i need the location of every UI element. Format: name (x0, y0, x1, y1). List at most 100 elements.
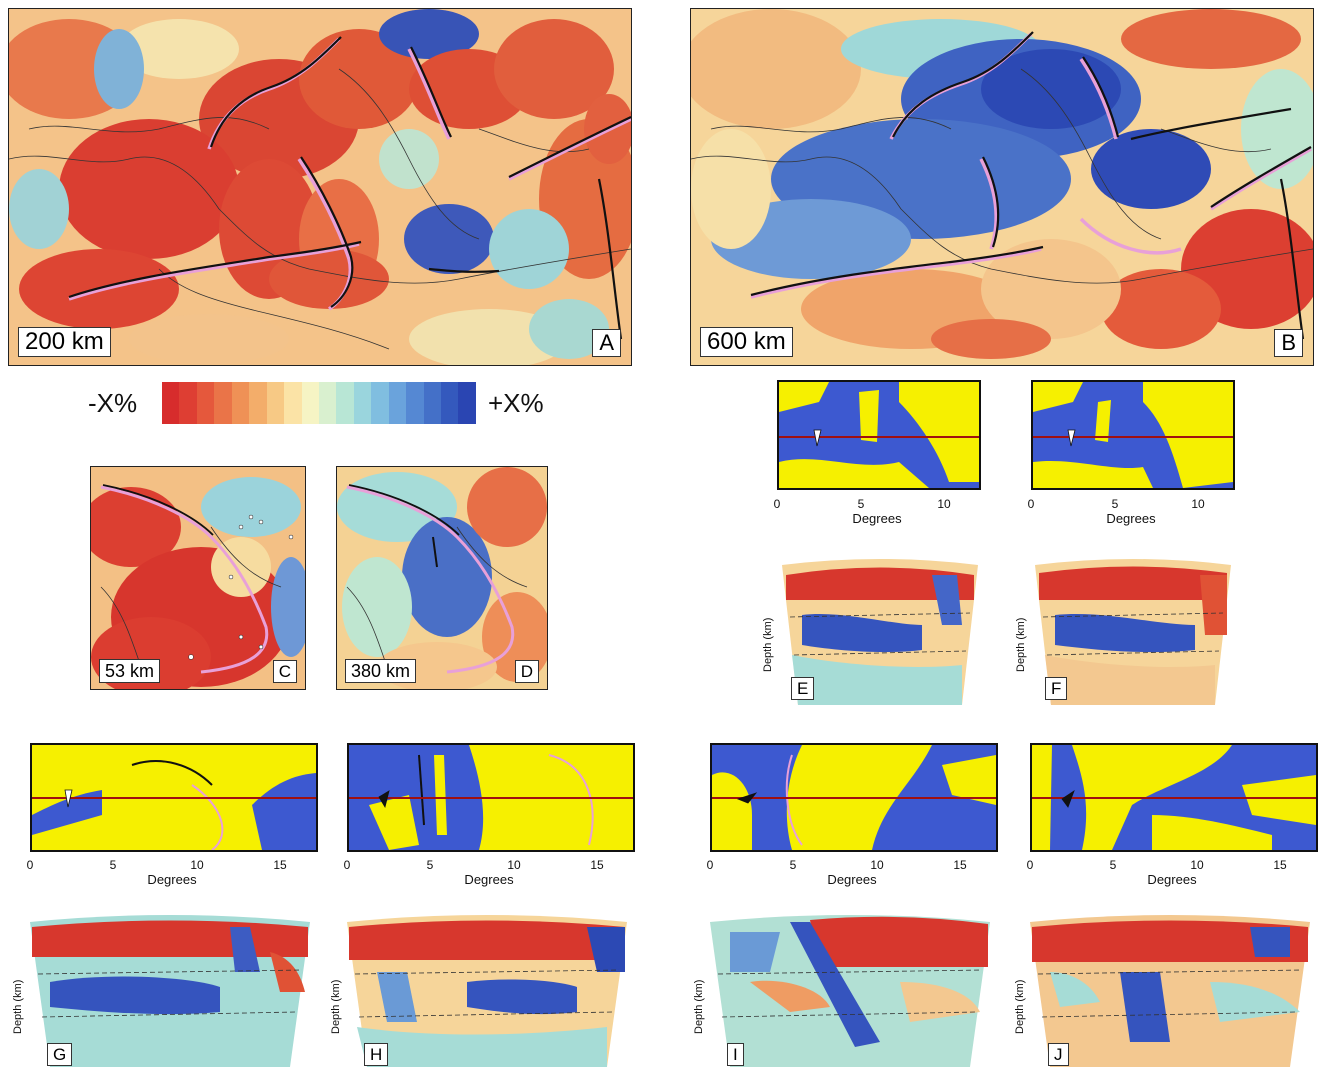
axis-title-e: Degrees (852, 511, 902, 526)
section-axis-j: 0 5 10 15 Degrees (1026, 850, 1314, 890)
panel-letter-f: F (1045, 677, 1068, 700)
axis-title-f: Degrees (1106, 511, 1156, 526)
tick-label-f-5: 5 (1111, 497, 1119, 511)
profile-h (347, 912, 627, 1067)
section-map-j (1030, 743, 1318, 852)
panel-letter-d: D (514, 660, 539, 683)
tomography-map-d (337, 467, 547, 689)
colorbar-swatch (336, 382, 354, 424)
section-axis-f: 0 5 10 Degrees (1027, 489, 1231, 529)
map-panel-d: 380 km D (336, 466, 548, 690)
section-map-e-svg (779, 382, 979, 488)
depth-label-d: 380 km (345, 659, 417, 683)
colorbar-swatch (214, 382, 232, 424)
profile-g (30, 912, 310, 1067)
colorbar-swatch (371, 382, 389, 424)
profile-j (1030, 912, 1310, 1067)
colorbar-swatch (388, 382, 407, 424)
depth-label-a: 200 km (18, 327, 111, 357)
tick-label-i-0: 0 (706, 858, 714, 872)
colorbar-swatch (301, 382, 319, 424)
colorbar-swatch (318, 382, 337, 424)
map-panel-c: 53 km C (90, 466, 306, 690)
colorbar-swatch (458, 382, 476, 424)
axis-title-i: Degrees (827, 872, 877, 887)
section-map-i-svg (712, 745, 996, 850)
axis-title-h: Degrees (464, 872, 514, 887)
profile-g-svg (30, 915, 310, 1067)
tick-label-h-15: 15 (590, 858, 604, 872)
colorbar-swatch (179, 382, 197, 424)
section-axis-e: 0 5 10 Degrees (773, 489, 977, 529)
tick-label-g-15: 15 (273, 858, 287, 872)
profile-i-svg (710, 915, 990, 1067)
colorbar-swatch (231, 382, 250, 424)
section-map-g (30, 743, 318, 852)
panel-letter-i: I (727, 1043, 744, 1066)
colorbar-swatch (249, 382, 267, 424)
panel-letter-b: B (1274, 329, 1303, 357)
colorbar-swatch (266, 382, 285, 424)
tick-label-j-15: 15 (1273, 858, 1287, 872)
tick-label-f-10: 10 (1191, 497, 1205, 511)
colorbar-swatch (423, 382, 441, 424)
map-panel-b: 600 km B (690, 8, 1314, 366)
depth-axis-label-j: Depth (km) (1014, 979, 1026, 1034)
section-axis-g: 0 5 10 15 Degrees (27, 850, 314, 890)
panel-letter-g: G (47, 1043, 73, 1066)
colorbar-min-label: -X% (88, 388, 138, 418)
profile-e (782, 555, 978, 705)
panel-letter-h: H (364, 1043, 389, 1066)
depth-axis-label-g: Depth (km) (12, 979, 24, 1034)
tick-label-h-5: 5 (426, 858, 434, 872)
colorbar-swatch (406, 382, 424, 424)
depth-axis-label-i: Depth (km) (693, 979, 705, 1034)
section-axis-i: 0 5 10 15 Degrees (706, 850, 994, 890)
tomography-map-b (691, 9, 1313, 365)
panel-letter-c: C (272, 660, 297, 683)
section-map-h (347, 743, 635, 852)
profile-i (710, 912, 990, 1067)
axis-title-j: Degrees (1147, 872, 1197, 887)
tick-label-j-10: 10 (1190, 858, 1204, 872)
section-map-i (710, 743, 998, 852)
section-map-g-svg (32, 745, 316, 850)
colorbar-swatch (162, 382, 180, 424)
colorbar-swatch (353, 382, 372, 424)
tick-label-i-5: 5 (789, 858, 797, 872)
tick-label-j-5: 5 (1109, 858, 1117, 872)
panel-letter-a: A (592, 329, 621, 357)
tick-label-g-10: 10 (190, 858, 204, 872)
tick-label-i-15: 15 (953, 858, 967, 872)
tick-label-e-5: 5 (857, 497, 865, 511)
map-panel-a: 200 km A (8, 8, 632, 366)
panel-letter-e: E (791, 677, 815, 700)
profile-e-svg (782, 559, 978, 705)
colorbar-swatch (284, 382, 302, 424)
tick-label-f-0: 0 (1027, 497, 1035, 511)
tick-label-h-10: 10 (507, 858, 521, 872)
profile-j-svg (1030, 915, 1310, 1067)
section-map-j-svg (1032, 745, 1316, 850)
depth-label-c: 53 km (99, 659, 161, 683)
colorbar-swatch (441, 382, 459, 424)
colorbar-max-label: +X% (488, 388, 544, 418)
tick-label-e-0: 0 (773, 497, 781, 511)
profile-h-svg (347, 915, 627, 1067)
section-map-e (777, 380, 981, 490)
axis-title-g: Degrees (147, 872, 197, 887)
tick-label-i-10: 10 (870, 858, 884, 872)
tick-label-j-0: 0 (1026, 858, 1034, 872)
depth-axis-label-f: Depth (km) (1015, 617, 1027, 672)
section-map-h-svg (349, 745, 633, 850)
tomography-map-a (9, 9, 631, 365)
colorbar-swatch (196, 382, 215, 424)
profile-f (1035, 555, 1231, 705)
tomography-map-c (91, 467, 305, 689)
depth-axis-label-h: Depth (km) (330, 979, 342, 1034)
tick-label-h-0: 0 (343, 858, 351, 872)
tick-label-g-5: 5 (109, 858, 117, 872)
panel-letter-j: J (1048, 1043, 1069, 1066)
section-map-f-svg (1033, 382, 1233, 488)
colorbar (162, 382, 476, 424)
